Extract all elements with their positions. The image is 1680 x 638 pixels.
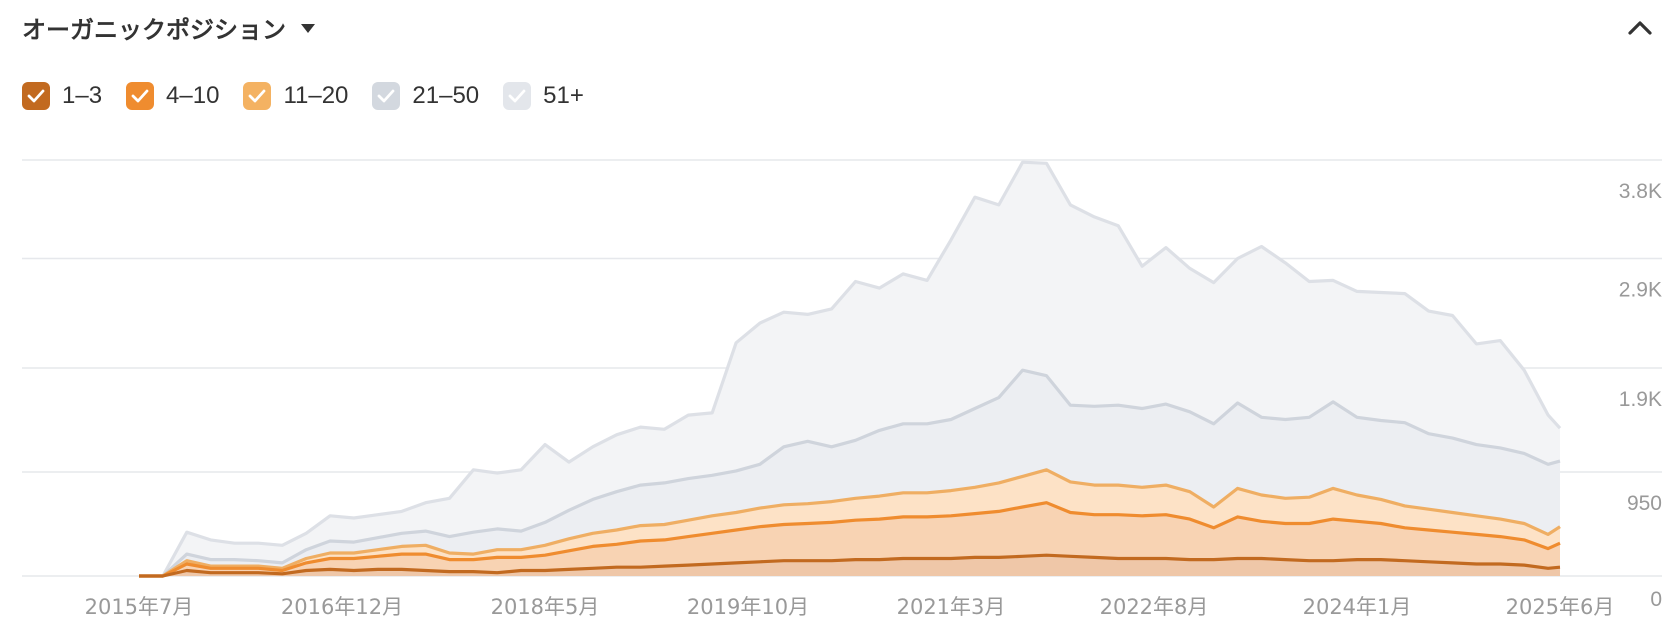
page-title: オーガニックポジション: [22, 15, 286, 44]
checkbox[interactable]: [503, 82, 532, 110]
legend-label: 11–20: [283, 82, 349, 109]
x-tick-label: 2018年5月: [491, 595, 600, 619]
x-tick-label: 2016年12月: [281, 595, 403, 619]
legend-label: 21–50: [412, 82, 480, 109]
legend-label: 51+: [543, 82, 584, 109]
checkbox[interactable]: [372, 82, 401, 110]
checkmark-icon: [27, 89, 45, 103]
x-tick-label: 2022年8月: [1100, 595, 1209, 619]
checkbox[interactable]: [243, 82, 272, 110]
area-series-5: [139, 162, 1560, 576]
caret-down-icon: [301, 24, 315, 33]
chevron-up-icon: [1628, 21, 1652, 35]
checkmark-icon: [249, 89, 266, 103]
line-series-1: [139, 553, 1561, 578]
collapse-button[interactable]: [1624, 12, 1656, 42]
y-tick-label: 2.9K: [1619, 279, 1662, 302]
title-dropdown[interactable]: [300, 22, 316, 34]
checkmark-icon: [508, 89, 526, 103]
x-tick-label: 2024年1月: [1303, 595, 1412, 619]
legend-item-2[interactable]: 4–10: [126, 82, 219, 110]
y-tick-label: 3.8K: [1619, 180, 1662, 203]
y-tick-label: 950: [1627, 492, 1662, 515]
x-tick-label: 2015年7月: [85, 595, 194, 619]
x-tick-label: 2021年3月: [897, 595, 1006, 619]
checkmark-icon: [131, 89, 149, 103]
legend-label: 4–10: [166, 82, 220, 109]
area-series-4: [139, 370, 1560, 576]
chart-header: オーガニックポジション: [22, 10, 316, 44]
y-tick-label: 0: [1650, 588, 1662, 611]
legend-item-4[interactable]: 21–50: [372, 82, 479, 110]
line-series-2: [139, 501, 1561, 578]
legend-item-1[interactable]: 1–3: [22, 82, 102, 110]
checkbox[interactable]: [22, 82, 50, 110]
line-series-5: [139, 160, 1562, 578]
y-tick-label: 1.9K: [1619, 388, 1662, 411]
legend-item-5[interactable]: 51+: [503, 82, 584, 110]
legend-item-3[interactable]: 11–20: [243, 82, 348, 110]
legend-label: 1–3: [62, 82, 103, 109]
x-tick-label: 2019年10月: [687, 595, 809, 619]
line-series-3: [139, 468, 1561, 578]
x-tick-label: 2025年6月: [1506, 595, 1615, 619]
checkbox[interactable]: [126, 82, 155, 110]
checkmark-icon: [378, 89, 395, 103]
line-series-4: [139, 368, 1561, 578]
legend: 1–3 4–10 11–20 21–50 51+: [22, 82, 608, 110]
